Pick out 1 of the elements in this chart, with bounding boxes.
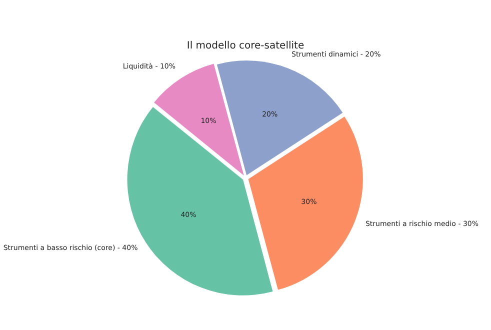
chart-title: Il modello core-satellite: [186, 40, 304, 52]
